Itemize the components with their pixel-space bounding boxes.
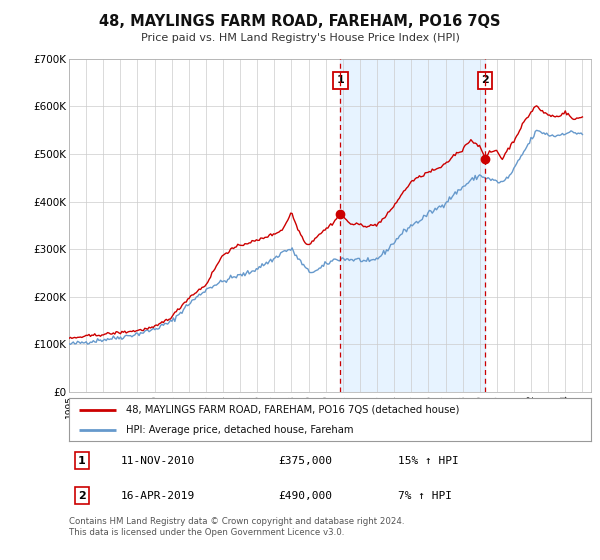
Text: £490,000: £490,000 bbox=[278, 491, 332, 501]
Text: Contains HM Land Registry data © Crown copyright and database right 2024.
This d: Contains HM Land Registry data © Crown c… bbox=[69, 517, 404, 536]
Text: 16-APR-2019: 16-APR-2019 bbox=[121, 491, 196, 501]
Text: 48, MAYLINGS FARM ROAD, FAREHAM, PO16 7QS: 48, MAYLINGS FARM ROAD, FAREHAM, PO16 7Q… bbox=[99, 14, 501, 29]
Text: £375,000: £375,000 bbox=[278, 456, 332, 466]
Text: 7% ↑ HPI: 7% ↑ HPI bbox=[398, 491, 452, 501]
Text: 15% ↑ HPI: 15% ↑ HPI bbox=[398, 456, 458, 466]
Text: 2: 2 bbox=[481, 76, 488, 86]
Text: 48, MAYLINGS FARM ROAD, FAREHAM, PO16 7QS (detached house): 48, MAYLINGS FARM ROAD, FAREHAM, PO16 7Q… bbox=[127, 405, 460, 414]
Text: 11-NOV-2010: 11-NOV-2010 bbox=[121, 456, 196, 466]
Text: 1: 1 bbox=[337, 76, 344, 86]
Text: 2: 2 bbox=[78, 491, 86, 501]
Text: 1: 1 bbox=[78, 456, 86, 466]
Text: HPI: Average price, detached house, Fareham: HPI: Average price, detached house, Fare… bbox=[127, 425, 354, 435]
Text: Price paid vs. HM Land Registry's House Price Index (HPI): Price paid vs. HM Land Registry's House … bbox=[140, 33, 460, 43]
Bar bbox=[340, 59, 485, 392]
